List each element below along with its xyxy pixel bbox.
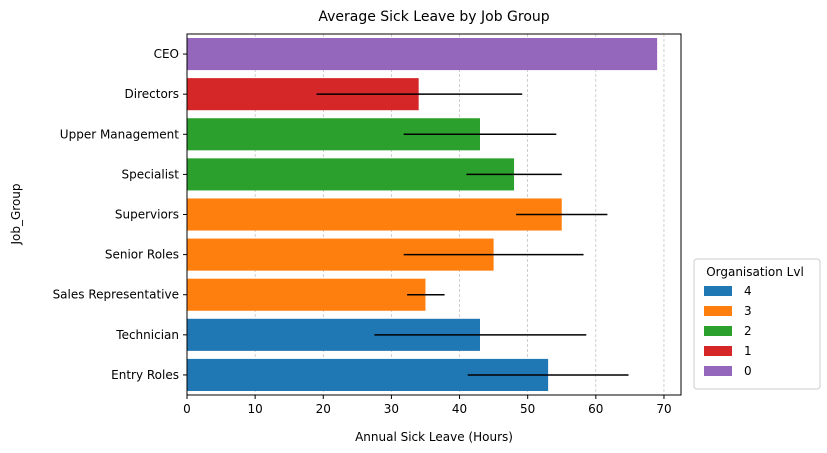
legend-title: Organisation Lvl (706, 265, 804, 279)
x-tick-label: 10 (247, 402, 262, 416)
bar (187, 158, 515, 191)
bar (187, 38, 658, 71)
legend-swatch (704, 366, 732, 376)
x-tick-label: 20 (316, 402, 331, 416)
y-axis-label: Job_Group (9, 183, 23, 245)
x-tick-label: 40 (452, 402, 467, 416)
x-axis-ticks: 0 10 20 30 40 50 60 70 (183, 395, 672, 416)
y-tick-label: CEO (154, 47, 179, 61)
y-tick-label: Technician (115, 328, 179, 342)
x-tick-label: 30 (384, 402, 399, 416)
x-tick-label: 70 (656, 402, 671, 416)
y-tick-label: Entry Roles (111, 368, 179, 382)
bar (187, 198, 562, 231)
legend-swatch (704, 326, 732, 336)
y-tick-label: Directors (125, 87, 179, 101)
x-tick-label: 60 (588, 402, 603, 416)
legend-swatch (704, 346, 732, 356)
legend-swatch (704, 306, 732, 316)
legend-label: 1 (744, 344, 752, 358)
legend-label: 3 (744, 304, 752, 318)
legend-label: 0 (744, 364, 752, 378)
x-tick-label: 0 (183, 402, 191, 416)
y-tick-label: Specialist (121, 167, 179, 181)
legend-swatch (704, 286, 732, 296)
x-axis-label: Annual Sick Leave (Hours) (355, 430, 513, 444)
y-tick-label: Superviors (115, 208, 179, 222)
legend: Organisation Lvl 4 3 2 1 0 (693, 258, 821, 390)
y-tick-label: Senior Roles (105, 248, 179, 262)
y-tick-label: Upper Management (60, 127, 179, 141)
y-tick-label: Sales Representative (53, 288, 179, 302)
legend-label: 2 (744, 324, 752, 338)
bar (187, 278, 426, 311)
x-tick-label: 50 (520, 402, 535, 416)
legend-entries: 4 3 2 1 0 (704, 284, 752, 378)
y-axis-ticks: Entry Roles Technician Sales Representativ… (53, 47, 187, 382)
chart-title: Average Sick Leave by Job Group (318, 9, 549, 25)
error-bars (316, 93, 629, 376)
legend-label: 4 (744, 284, 752, 298)
